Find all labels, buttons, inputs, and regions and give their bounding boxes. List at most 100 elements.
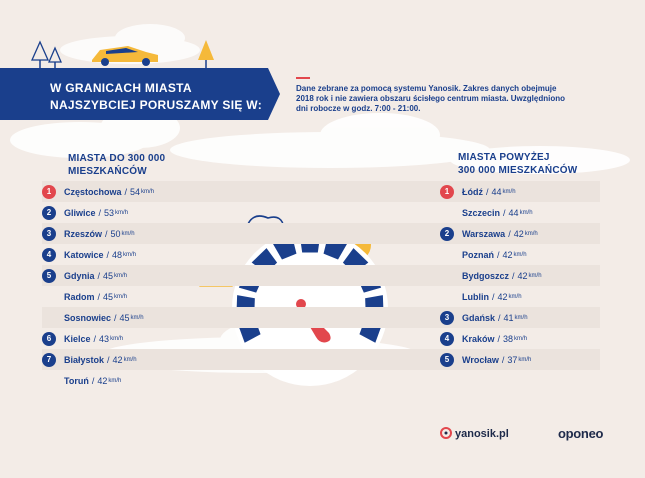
city-name: Szczecin <box>462 207 501 218</box>
city-name: Kielce <box>64 333 91 344</box>
rank-badge: 3 <box>42 226 56 241</box>
speed-value: 37 <box>507 354 518 365</box>
separator: / <box>508 228 511 239</box>
data-note: Dane zebrane za pomocą systemu Yanosik. … <box>296 84 565 113</box>
city-name: Gdańsk <box>462 312 496 323</box>
rank-badge <box>42 290 56 304</box>
speed-value: 43 <box>99 333 110 344</box>
yanosik-logo-icon <box>440 427 452 439</box>
city-name: Katowice <box>64 249 104 260</box>
city-name: Radom <box>64 291 95 302</box>
left-row: 7 Białystok/42 km/h <box>42 349 442 370</box>
left-city-list: 1 Częstochowa/54 km/h 2 Gliwice/53 km/h 3 Rzesz… <box>42 181 442 391</box>
rank-badge: 1 <box>440 184 454 199</box>
speed-value: 53 <box>104 207 115 218</box>
speed-unit: km/h <box>114 272 128 279</box>
separator: / <box>98 207 102 218</box>
left-row: Toruń/42 km/h <box>42 370 442 391</box>
speed-unit: km/h <box>502 188 516 195</box>
speed-unit: km/h <box>514 314 528 321</box>
separator: / <box>106 249 110 260</box>
separator: / <box>492 291 495 302</box>
rank-badge: 7 <box>42 352 56 367</box>
rank-badge: 2 <box>440 226 454 241</box>
rank-badge <box>42 311 56 325</box>
speed-unit: km/h <box>524 230 538 237</box>
speed-value: 42 <box>517 270 528 281</box>
separator: / <box>97 270 101 281</box>
city-name: Częstochowa <box>64 186 122 197</box>
right-row: 4 Kraków/38 km/h <box>440 328 600 349</box>
separator: / <box>503 207 506 218</box>
left-row: 6 Kielce/43 km/h <box>42 328 442 349</box>
speed-value: 42 <box>112 354 123 365</box>
separator: / <box>97 291 101 302</box>
city-name: Poznań <box>462 249 495 260</box>
oponeo-logo: oponeo <box>558 426 604 441</box>
speed-value: 41 <box>503 312 514 323</box>
speed-unit: km/h <box>514 335 528 342</box>
left-row: 5 Gdynia/45 km/h <box>42 265 442 286</box>
speed-value: 45 <box>103 270 114 281</box>
speed-value: 48 <box>112 249 123 260</box>
speed-unit: km/h <box>513 251 527 258</box>
rank-badge: 6 <box>42 331 56 346</box>
separator: / <box>497 249 500 260</box>
city-name: Białystok <box>64 354 105 365</box>
separator: / <box>124 186 128 197</box>
right-heading-line2: 300 000 MIESZKAŃCÓW <box>458 165 578 176</box>
right-city-list: 1 Łódź/44 km/h Szczecin/44 km/h 2 Warszawa/42 k… <box>440 181 600 370</box>
speed-unit: km/h <box>518 356 532 363</box>
header-banner <box>0 68 280 120</box>
rank-badge <box>440 248 454 262</box>
rank-badge: 5 <box>42 268 56 283</box>
separator: / <box>91 375 95 386</box>
separator: / <box>497 333 501 344</box>
city-name: Toruń <box>64 375 89 386</box>
left-row: 2 Gliwice/53 km/h <box>42 202 442 223</box>
speed-unit: km/h <box>130 314 144 321</box>
rank-badge <box>440 206 454 220</box>
right-row: Poznań/42 km/h <box>440 244 600 265</box>
rank-badge <box>440 269 454 283</box>
speed-unit: km/h <box>121 230 135 237</box>
header-title-line2: NAJSZYBCIEJ PORUSZAMY SIĘ W: <box>50 98 262 112</box>
rank-badge: 1 <box>42 184 56 199</box>
city-name: Gliwice <box>64 207 96 218</box>
rank-badge <box>440 290 454 304</box>
right-row: 3 Gdańsk/41 km/h <box>440 307 600 328</box>
city-name: Wrocław <box>462 354 499 365</box>
tree-icon <box>30 40 214 70</box>
speed-value: 38 <box>503 333 514 344</box>
city-name: Bydgoszcz <box>462 270 510 281</box>
speed-unit: km/h <box>519 209 533 216</box>
speed-value: 45 <box>103 291 114 302</box>
left-row: 4 Katowice/48 km/h <box>42 244 442 265</box>
note-accent <box>296 77 310 79</box>
city-name: Łódź <box>462 186 483 197</box>
separator: / <box>107 354 110 365</box>
left-row: Radom/45 km/h <box>42 286 442 307</box>
left-row: 3 Rzeszów/50 km/h <box>42 223 442 244</box>
speed-unit: km/h <box>108 377 122 384</box>
separator: / <box>512 270 515 281</box>
speed-unit: km/h <box>123 356 137 363</box>
separator: / <box>105 228 108 239</box>
separator: / <box>498 312 501 323</box>
right-row: Lublin/42 km/h <box>440 286 600 307</box>
header-title: W GRANICACH MIASTA NAJSZYBCIEJ PORUSZAMY… <box>50 80 280 114</box>
rank-badge: 4 <box>42 247 56 262</box>
speed-value: 42 <box>513 228 524 239</box>
speed-unit: km/h <box>528 272 542 279</box>
car-icon <box>92 46 158 66</box>
speed-unit: km/h <box>141 188 155 195</box>
speed-value: 44 <box>491 186 502 197</box>
right-row: 1 Łódź/44 km/h <box>440 181 600 202</box>
city-name: Sosnowiec <box>64 312 112 323</box>
speed-value: 42 <box>502 249 513 260</box>
right-column-heading: MIASTA POWYŻEJ 300 000 MIESZKAŃCÓW <box>458 151 618 177</box>
left-row: Sosnowiec/45 km/h <box>42 307 442 328</box>
speed-value: 45 <box>119 312 130 323</box>
left-heading-line1: MIASTA DO 300 000 <box>68 153 166 164</box>
left-column-heading: MIASTA DO 300 000 MIESZKAŃCÓW <box>68 152 228 178</box>
